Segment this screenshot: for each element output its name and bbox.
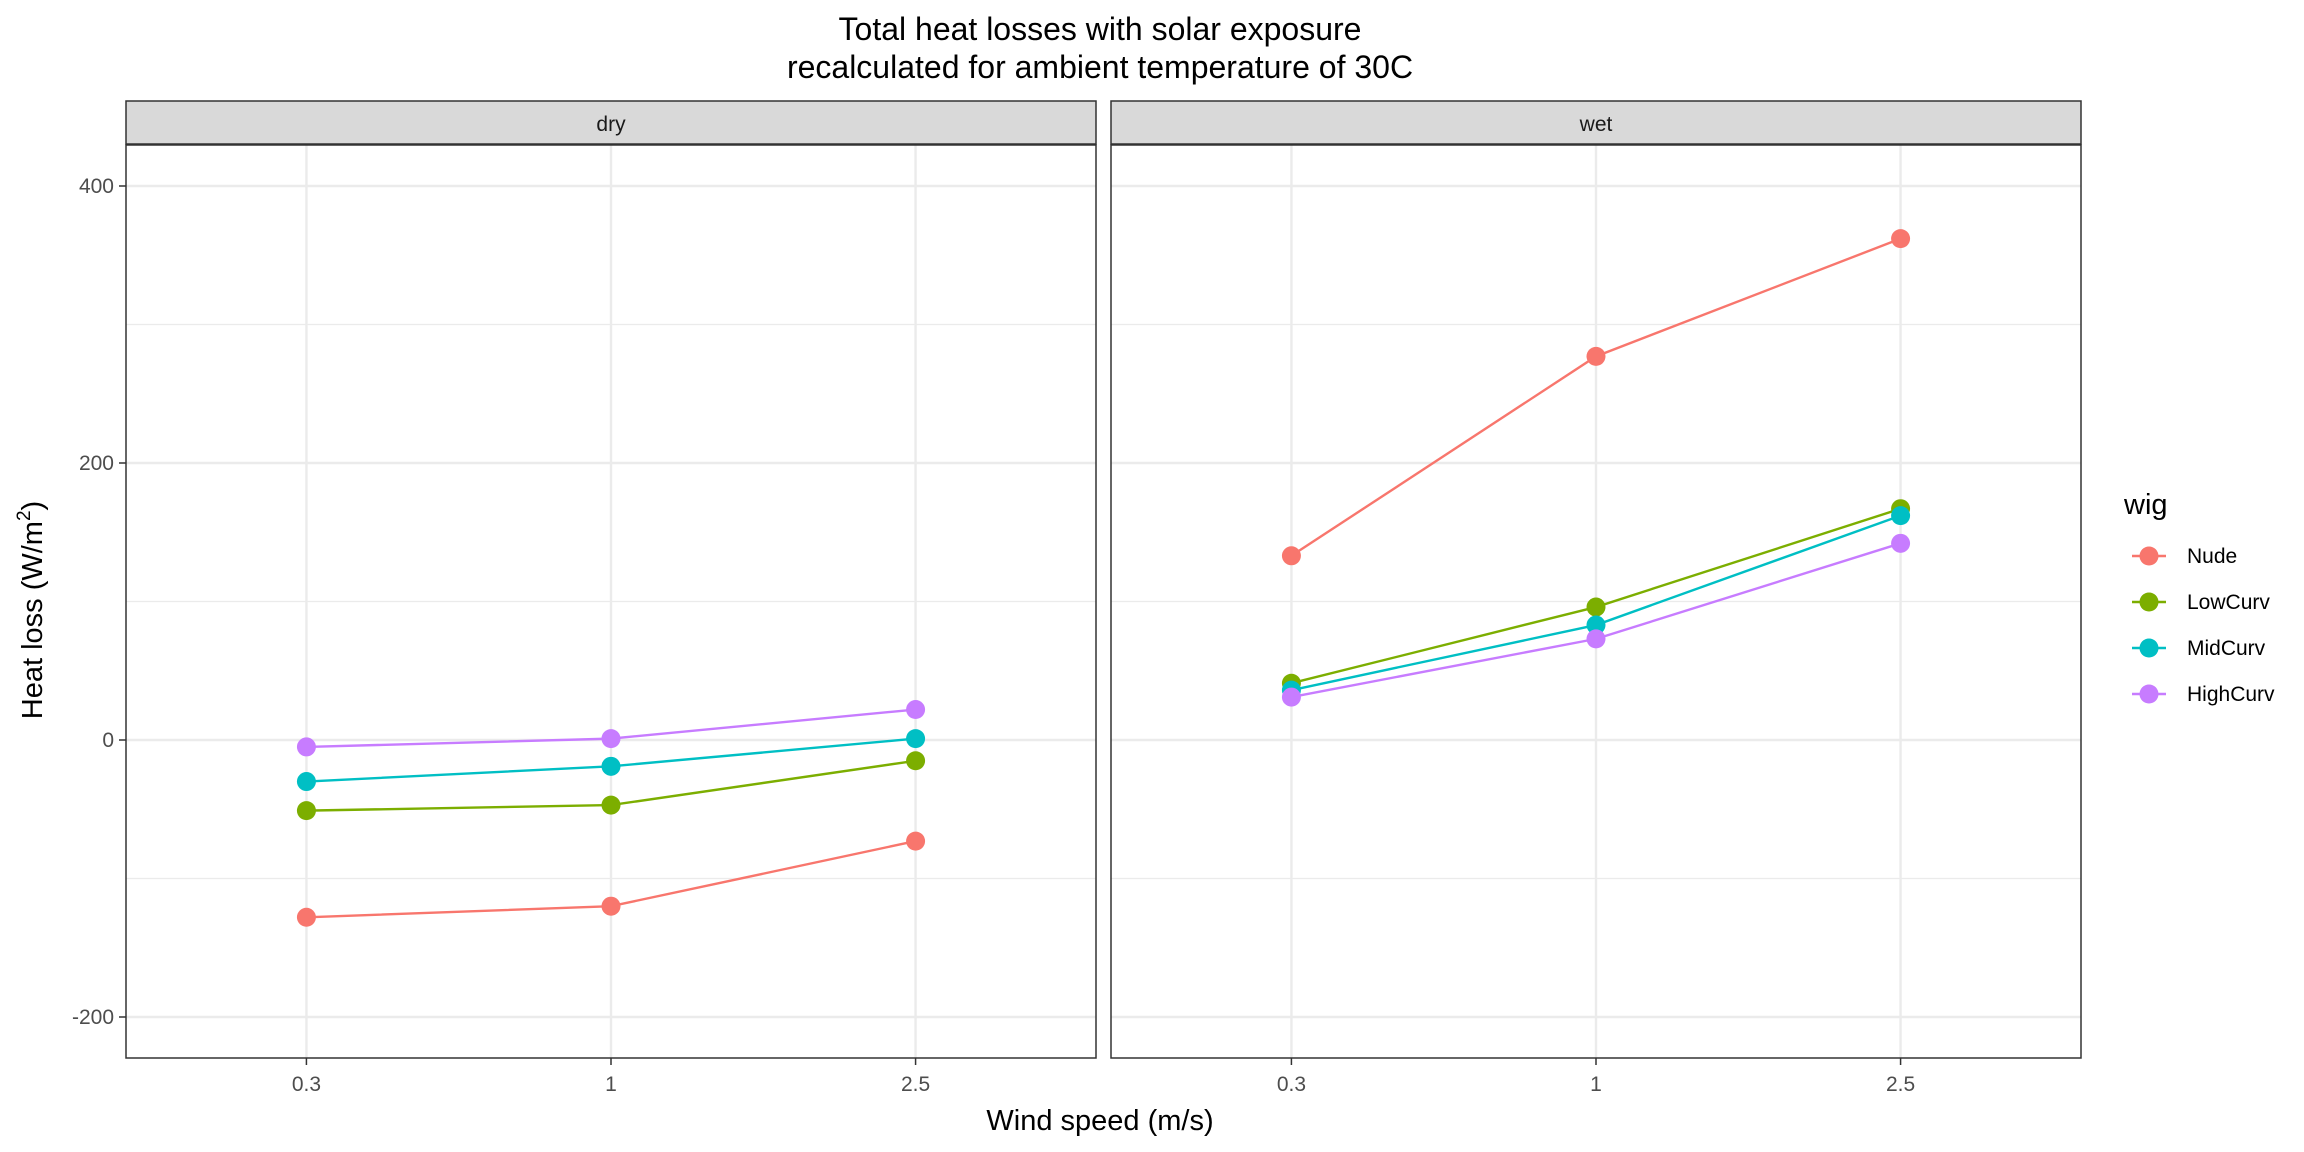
y-axis-title-sup: 2: [14, 510, 35, 521]
legend-label-nude: Nude: [2187, 545, 2237, 568]
point-dry-highcurv-2-5: [906, 700, 926, 720]
facet-panels: dry wet: [125, 100, 2082, 1059]
point-dry-lowcurv-0-3: [296, 801, 316, 821]
legend-entry-lowcurv: LowCurv: [2132, 591, 2270, 614]
x-tick-label-dry-0-3: 0.3: [292, 1073, 321, 1096]
point-dry-lowcurv-1: [601, 795, 621, 815]
x-axis: 0.3 1 2.5 0.3 1 2.5: [292, 1058, 1915, 1096]
legend-key-point: [2139, 592, 2159, 612]
y-axis-title-prefix: Heat loss (W/m: [17, 521, 49, 719]
point-wet-nude-1: [1586, 346, 1606, 366]
strip-wet: [1110, 100, 2082, 145]
y-axis-title-suffix: ): [17, 501, 49, 511]
point-wet-midcurv-2-5: [1891, 506, 1911, 526]
point-wet-highcurv-1: [1586, 629, 1606, 649]
point-dry-highcurv-0-3: [296, 737, 316, 757]
legend-key-point: [2139, 546, 2159, 566]
point-dry-nude-0-3: [296, 907, 316, 927]
legend-label-lowcurv: LowCurv: [2187, 591, 2270, 614]
point-wet-nude-0-3: [1281, 546, 1301, 566]
y-tick-label: 400: [79, 175, 114, 198]
y-tick-label: 200: [79, 452, 114, 475]
y-axis: -200 0 200 400: [72, 175, 126, 1029]
chart-title-line2: recalculated for ambient temperature of …: [787, 49, 1413, 85]
legend-key-point: [2139, 684, 2159, 704]
legend-title: wig: [2123, 489, 2168, 521]
legend-entry-midcurv: MidCurv: [2132, 637, 2266, 660]
y-tick-label: 0: [102, 729, 114, 752]
point-wet-lowcurv-1: [1586, 597, 1606, 617]
x-tick-label-wet-1: 1: [1590, 1073, 1602, 1096]
x-tick-label-wet-2-5: 2.5: [1886, 1073, 1915, 1096]
y-tick-label: -200: [72, 1006, 114, 1029]
legend-label-highcurv: HighCurv: [2187, 683, 2275, 706]
strip-label-wet: wet: [1579, 113, 1613, 136]
y-axis-title: Heat loss (W/m2): [14, 501, 49, 719]
strip-dry: [125, 100, 1097, 145]
x-tick-label-dry-1: 1: [605, 1073, 617, 1096]
point-dry-midcurv-2-5: [906, 729, 926, 749]
x-tick-label-wet-0-3: 0.3: [1277, 1073, 1306, 1096]
legend-key-point: [2139, 638, 2159, 658]
point-wet-midcurv-1: [1586, 615, 1606, 635]
point-dry-lowcurv-2-5: [906, 751, 926, 771]
legend-entry-nude: Nude: [2132, 545, 2237, 568]
panel-wet: wet: [1110, 100, 2082, 1059]
point-wet-nude-2-5: [1891, 229, 1911, 249]
point-wet-highcurv-2-5: [1891, 533, 1911, 553]
legend: wig Nude LowCurv MidCurv HighCurv: [2123, 489, 2275, 706]
strip-label-dry: dry: [596, 113, 626, 136]
panel-dry: dry: [125, 100, 1097, 1059]
point-wet-highcurv-0-3: [1281, 687, 1301, 707]
chart-title-line1: Total heat losses with solar exposure: [839, 11, 1362, 47]
point-dry-nude-1: [601, 896, 621, 916]
point-dry-midcurv-1: [601, 756, 621, 776]
legend-entry-highcurv: HighCurv: [2132, 683, 2275, 706]
point-dry-nude-2-5: [906, 831, 926, 851]
point-dry-highcurv-1: [601, 729, 621, 749]
x-tick-label-dry-2-5: 2.5: [901, 1073, 930, 1096]
legend-label-midcurv: MidCurv: [2187, 637, 2266, 660]
point-dry-midcurv-0-3: [296, 772, 316, 792]
x-axis-title: Wind speed (m/s): [986, 1105, 1213, 1137]
